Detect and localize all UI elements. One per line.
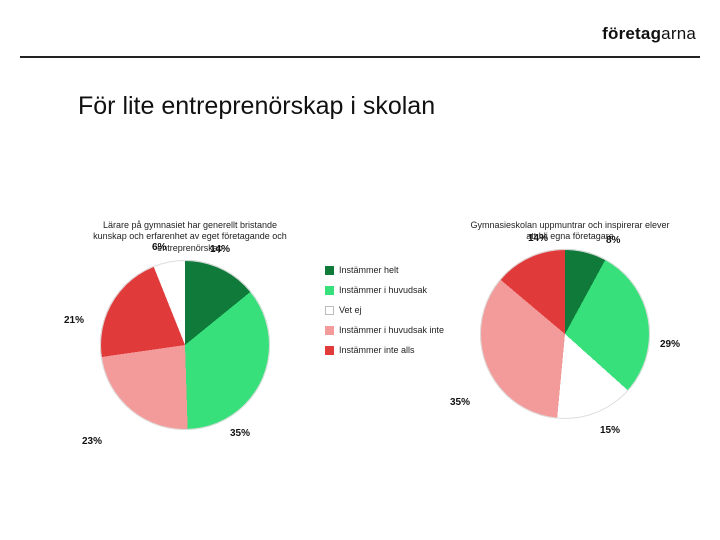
legend-item: Instämmer i huvudsak inte [325,325,444,335]
chart-title-left: Lärare på gymnasiet har generellt brista… [90,220,290,254]
slice-label: 35% [230,428,250,439]
legend-label: Instämmer inte alls [339,345,415,355]
charts-area: Lärare på gymnasiet har generellt brista… [60,160,680,480]
chart-title-right: Gymnasieskolan uppmuntrar och inspirerar… [470,220,670,243]
page-title: För lite entreprenörskap i skolan [78,92,435,121]
slice-label: 8% [606,235,620,246]
slice-label: 21% [64,315,84,326]
legend-label: Instämmer helt [339,265,399,275]
pie-chart-right: Gymnasieskolan uppmuntrar och inspirerar… [480,220,660,419]
pie-chart-left: Lärare på gymnasiet har generellt brista… [100,220,280,430]
legend-label: Vet ej [339,305,362,315]
slice-label: 14% [528,233,548,244]
legend-swatch [325,286,334,295]
header: företagarna [0,18,720,58]
legend-label: Instämmer i huvudsak [339,285,427,295]
legend-label: Instämmer i huvudsak inte [339,325,444,335]
slice-label: 15% [600,425,620,436]
legend-swatch [325,306,334,315]
slice-label: 29% [660,339,680,350]
legend-item: Instämmer inte alls [325,345,444,355]
brand-logo: företagarna [602,24,696,44]
legend-item: Vet ej [325,305,444,315]
pie-right [480,249,650,419]
slice-label: 6% [152,242,166,253]
legend: Instämmer helt Instämmer i huvudsak Vet ej… [325,265,444,365]
slice-label: 14% [210,244,230,255]
legend-swatch [325,266,334,275]
logo-bold: företag [602,24,661,43]
slide: företagarna För lite entreprenörskap i s… [0,0,720,540]
slice-label: 35% [450,397,470,408]
legend-item: Instämmer i huvudsak [325,285,444,295]
divider [20,56,700,58]
slice-label: 23% [82,436,102,447]
pie-wrap-right: 8%29%15%35%14% [480,249,650,419]
logo-light: arna [661,24,696,43]
legend-swatch [325,346,334,355]
legend-item: Instämmer helt [325,265,444,275]
pie-wrap-left: 14%35%23%21%6% [100,260,270,430]
pie-left [100,260,270,430]
legend-swatch [325,326,334,335]
